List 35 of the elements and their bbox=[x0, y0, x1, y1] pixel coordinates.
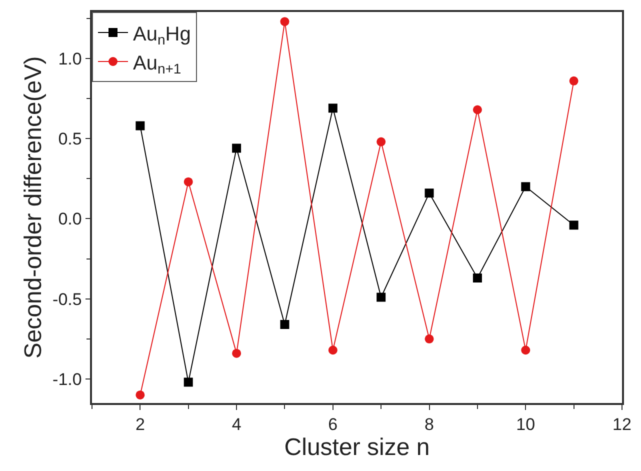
point bbox=[424, 334, 434, 344]
x-tick-label: 10 bbox=[516, 415, 536, 434]
x-tick-label: 6 bbox=[328, 415, 338, 434]
point bbox=[232, 348, 242, 358]
point bbox=[569, 220, 578, 230]
point bbox=[376, 292, 386, 302]
point bbox=[280, 320, 290, 329]
point bbox=[472, 274, 482, 283]
point bbox=[136, 121, 145, 130]
y-axis-title: Second-order difference(eV) bbox=[20, 56, 48, 359]
point bbox=[376, 137, 386, 146]
point bbox=[328, 346, 338, 355]
y-tick-label: 0.0 bbox=[58, 210, 82, 229]
y-tick-label: 0.5 bbox=[58, 130, 82, 149]
point bbox=[328, 104, 338, 113]
x-tick-label: 12 bbox=[612, 415, 632, 434]
x-tick-label: 8 bbox=[424, 415, 434, 434]
point bbox=[521, 346, 530, 355]
x-tick-label: 4 bbox=[232, 415, 242, 434]
x-tick-label: 2 bbox=[135, 415, 145, 434]
point bbox=[569, 76, 578, 86]
y-tick-label: 1.0 bbox=[58, 49, 82, 68]
point bbox=[184, 378, 193, 387]
point bbox=[521, 182, 530, 192]
point bbox=[424, 188, 434, 198]
point bbox=[136, 390, 145, 400]
point bbox=[280, 17, 290, 26]
x-axis-title: Cluster size n bbox=[284, 434, 430, 462]
point bbox=[472, 105, 482, 114]
point bbox=[184, 177, 193, 186]
y-tick-label: -1.0 bbox=[52, 370, 82, 389]
point bbox=[232, 144, 242, 153]
legend-label: Au$_{n}$Hg bbox=[133, 23, 191, 48]
legend-label: Au$_{n+1}$ bbox=[133, 52, 182, 76]
y-tick-label: -0.5 bbox=[52, 290, 82, 309]
